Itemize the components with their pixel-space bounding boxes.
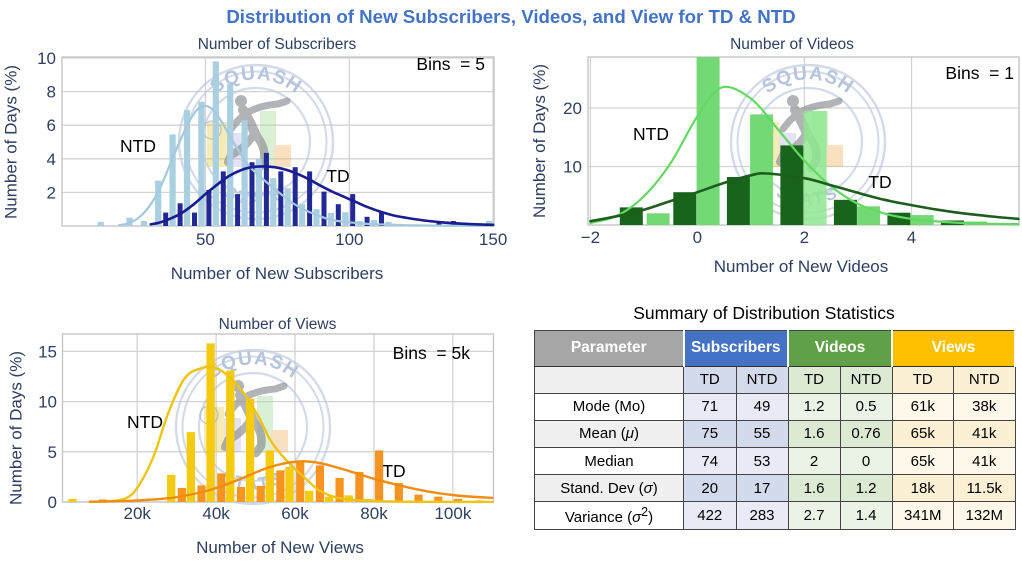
svg-text:4: 4 <box>47 150 56 169</box>
svg-text:Number of Views: Number of Views <box>219 316 337 333</box>
svg-text:Bins = 1: Bins = 1 <box>945 63 1014 83</box>
svg-text:Number of Days (%): Number of Days (%) <box>2 65 21 219</box>
svg-text:2: 2 <box>800 228 809 247</box>
svg-text:10: 10 <box>563 158 582 177</box>
svg-text:2: 2 <box>47 183 56 202</box>
svg-text:Number of New Views: Number of New Views <box>196 538 364 557</box>
svg-text:50: 50 <box>196 230 215 249</box>
svg-text:40k: 40k <box>202 504 230 523</box>
svg-text:4: 4 <box>907 228 916 247</box>
svg-text:NTD: NTD <box>633 124 669 144</box>
svg-text:6: 6 <box>47 116 56 135</box>
svg-text:TD: TD <box>382 461 405 481</box>
svg-text:8: 8 <box>47 83 56 102</box>
svg-text:20k: 20k <box>123 504 151 523</box>
svg-text:Number of New Subscribers: Number of New Subscribers <box>171 264 384 283</box>
svg-text:10: 10 <box>38 393 57 412</box>
svg-text:100: 100 <box>335 230 363 249</box>
svg-text:Number of Days (%): Number of Days (%) <box>530 64 549 218</box>
svg-text:Number of Days (%): Number of Days (%) <box>7 351 26 505</box>
svg-text:10: 10 <box>37 49 56 68</box>
svg-text:Bins = 5k: Bins = 5k <box>393 343 471 363</box>
svg-text:TD: TD <box>868 172 891 192</box>
svg-text:60k: 60k <box>281 504 309 523</box>
svg-text:150: 150 <box>479 230 507 249</box>
svg-text:−2: −2 <box>581 228 600 247</box>
svg-text:20: 20 <box>563 99 582 118</box>
svg-text:5: 5 <box>48 443 57 462</box>
svg-text:Number of Subscribers: Number of Subscribers <box>198 36 357 53</box>
svg-text:15: 15 <box>38 342 57 361</box>
svg-text:0: 0 <box>48 493 57 512</box>
svg-text:Number of Videos: Number of Videos <box>730 36 854 53</box>
svg-text:Bins = 5: Bins = 5 <box>416 54 485 74</box>
svg-text:0: 0 <box>693 228 702 247</box>
svg-text:100k: 100k <box>434 504 471 523</box>
svg-text:TD: TD <box>326 166 349 186</box>
svg-text:Number of New Videos: Number of New Videos <box>714 257 889 276</box>
svg-text:80k: 80k <box>360 504 388 523</box>
svg-text:NTD: NTD <box>127 412 163 432</box>
svg-text:NTD: NTD <box>120 136 156 156</box>
